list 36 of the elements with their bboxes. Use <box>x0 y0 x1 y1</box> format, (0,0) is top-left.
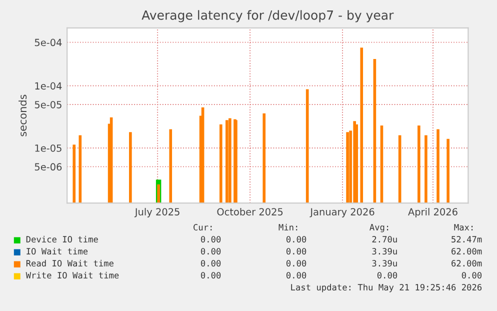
text: Min: <box>278 224 298 230</box>
y-axis-title: seconds <box>18 94 27 136</box>
text: Avg: <box>370 224 388 232</box>
text: Last update: Thu May 21 19:25:46 2026 <box>291 284 482 292</box>
text: 0.00 <box>200 248 221 255</box>
text: 0.00 <box>286 236 306 243</box>
x-tick-label: October 2025 <box>217 208 283 216</box>
text: 52.47m <box>452 236 482 243</box>
text: 3.39u <box>372 248 397 255</box>
text: 0.00 <box>200 272 221 279</box>
text: 2.70u <box>372 236 397 243</box>
text: 62.00m <box>452 248 482 255</box>
text: 0.00 <box>200 260 221 267</box>
x-tick-label: April 2026 <box>408 208 458 218</box>
x-tick-label: January 2026 <box>310 208 374 218</box>
y-tick-label: 5e-04 <box>34 38 62 46</box>
x-tick-label: July 2025 <box>134 208 180 218</box>
text: Max: <box>454 224 473 231</box>
y-tick-label: 1e-04 <box>35 82 62 90</box>
y-tick-label: 1e-05 <box>35 144 62 152</box>
text: Cur: <box>194 224 212 231</box>
text: 0.00 <box>286 248 306 255</box>
text: 0.00 <box>377 272 398 279</box>
text: 0.00 <box>286 272 306 279</box>
legend-label: Read IO Wait time <box>26 260 114 267</box>
chart-title: Average latency for /dev/loop7 - by year <box>142 10 394 22</box>
legend-label: Write IO Wait time <box>26 272 119 279</box>
text: 3.39u <box>372 260 397 267</box>
text: 0.00 <box>286 260 306 267</box>
y-tick-label: 5e-05 <box>34 100 62 108</box>
text: 62.00m <box>452 260 482 267</box>
text: 0.00 <box>462 272 482 279</box>
y-tick-label: 5e-06 <box>34 163 62 171</box>
text: 0.00 <box>200 236 221 243</box>
legend-label: Device IO time <box>26 236 98 243</box>
legend-label: IO Wait time <box>26 248 88 255</box>
